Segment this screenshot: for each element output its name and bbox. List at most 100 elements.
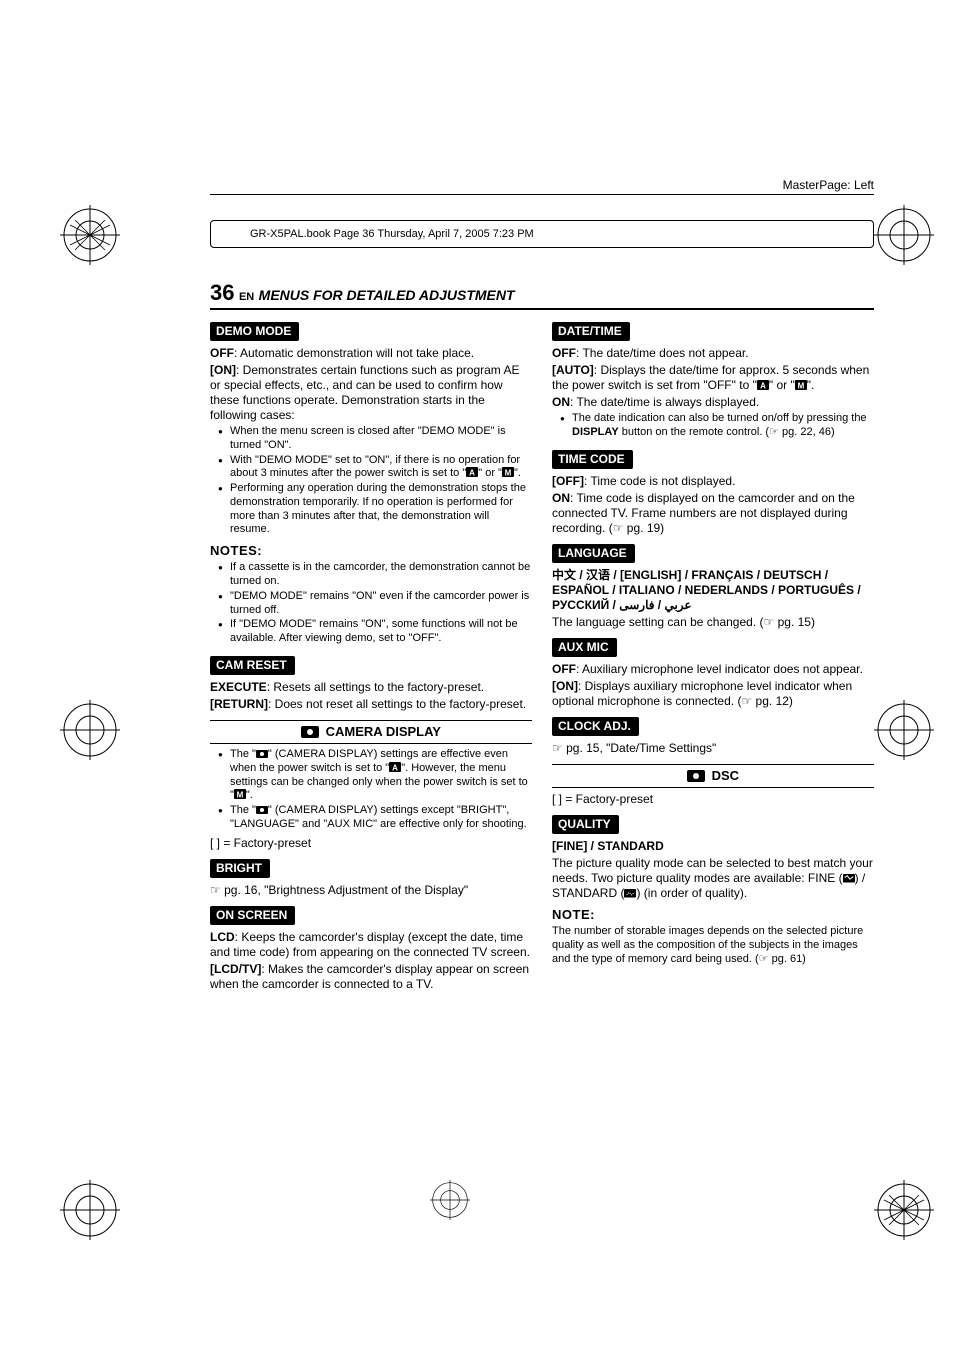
dt-ba: The date indication can also be turned o… [572,412,867,424]
page-lang: EN [239,291,254,303]
regmark-icon [874,700,934,760]
am-on-text: : Displays auxiliary microphone level in… [552,679,852,708]
camera-icon [256,805,268,815]
demo-b2b: " or " [478,467,502,479]
cd-b1d: ". [246,789,253,801]
dt-ref: pg. 22, 46) [779,426,835,438]
tc-off-text: : Time code is not displayed. [584,474,735,488]
bright-body: pg. 16, "Brightness Adjustment of the Di… [221,883,468,897]
demo-note-1: If a cassette is in the camcorder, the d… [222,561,532,589]
quality-heading: QUALITY [552,815,619,834]
dsc-title: DSC [712,768,739,783]
lang-ref: pg. 15) [774,615,815,629]
regmark-icon [874,205,934,265]
am-off-label: OFF [552,662,576,676]
dt-bullet: The date indication can also be turned o… [564,412,874,440]
notes-heading: NOTES: [210,543,532,559]
quality-note-h: NOTE: [552,907,874,923]
demo-b2c: ". [514,467,521,479]
demo-bullet-2: With "DEMO MODE" set to "ON", if there i… [222,454,532,482]
a-icon [389,762,401,772]
ref-icon: ☞ [741,694,752,708]
quality-note: The number of storable images depends on… [552,925,874,966]
dsc-heading: DSC [552,764,874,788]
regmark-icon [60,700,120,760]
am-off-text: : Auxiliary microphone level indicator d… [576,662,863,676]
dt-auto-a: : Displays the date/time for approx. 5 s… [552,363,869,392]
demo-note-2: "DEMO MODE" remains "ON" even if the cam… [222,590,532,618]
regmark-icon [874,1180,934,1240]
a-icon [466,467,478,477]
tc-off-label: [OFF] [552,474,584,488]
language-options: 中文 / 汉语 / [ENGLISH] / FRANÇAIS / DEUTSCH… [552,568,874,613]
camera-icon [301,726,319,738]
clock-text: ☞ pg. 15, "Date/Time Settings" [552,741,874,756]
demo-bullet-1: When the menu screen is closed after "DE… [222,425,532,453]
regmark-icon [430,1180,470,1220]
am-ref: pg. 12) [752,694,793,708]
ref-icon: ☞ [764,615,775,629]
dt-bb: button on the remote control. ( [619,426,769,438]
fine-icon [843,872,855,882]
language-heading: LANGUAGE [552,544,635,563]
bright-text: ☞ pg. 16, "Brightness Adjustment of the … [210,883,532,898]
tc-on-label: ON [552,491,570,505]
timecode-heading: TIME CODE [552,450,633,469]
cam-reset-heading: CAM RESET [210,656,295,675]
bright-heading: BRIGHT [210,859,270,878]
dt-auto-label: [AUTO] [552,363,594,377]
datetime-heading: DATE/TIME [552,322,630,341]
ref-icon: ☞ [759,953,769,965]
right-column: DATE/TIME OFF: The date/time does not ap… [552,316,874,994]
cd-b2a: The " [230,804,256,816]
am-on-label: [ON] [552,679,578,693]
dt-auto-c: ". [807,378,815,392]
return-label: [RETURN] [210,697,268,711]
left-column: DEMO MODE OFF: Automatic demonstration w… [210,316,532,994]
lang-a: 中文 / 汉语 / [552,568,620,582]
lang-text: The language setting can be changed. ( [552,615,764,629]
clock-body: pg. 15, "Date/Time Settings" [563,741,716,755]
camdisp-b1: The "" (CAMERA DISPLAY) settings are eff… [222,748,532,803]
camera-icon [687,770,705,782]
header-rule [210,194,874,195]
demo-mode-heading: DEMO MODE [210,322,299,341]
dsc-fp: [ ] = Factory-preset [552,792,874,807]
dt-off-label: OFF [552,346,576,360]
page-number: 36 [210,280,234,305]
dt-auto-b: " or " [769,378,795,392]
m-icon [795,379,807,389]
dt-on-label: ON [552,395,570,409]
quality-text: The picture quality mode can be selected… [552,856,874,901]
tc-ref: pg. 19) [623,521,664,535]
tc-on-text: : Time code is displayed on the camcorde… [552,491,855,535]
masterpage-label: MasterPage: Left [783,178,874,192]
demo-note-3: If "DEMO MODE" remains "ON", some functi… [222,618,532,646]
lcd-text: : Keeps the camcorder's display (except … [210,930,530,959]
demo-on-text: : Demonstrates certain functions such as… [210,363,519,422]
camera-display-heading: CAMERA DISPLAY [210,720,532,744]
auxmic-heading: AUX MIC [552,638,617,657]
ref-icon: ☞ [613,521,624,535]
exec-text: : Resets all settings to the factory-pre… [267,680,484,694]
demo-bullet-3: Performing any operation during the demo… [222,482,532,537]
lcd-label: LCD [210,930,235,944]
standard-icon [624,887,636,897]
q-ta: The picture quality mode can be selected… [552,856,873,885]
cd-b2b: " (CAMERA DISPLAY) settings except "BRIG… [230,804,527,830]
camdisp-b2: The "" (CAMERA DISPLAY) settings except … [222,804,532,832]
a-icon [757,379,769,389]
page-header: 36 EN MENUS FOR DETAILED ADJUSTMENT [210,280,874,310]
quality-options: [FINE] / STANDARD [552,839,874,854]
camera-icon [256,749,268,759]
cd-b1a: The " [230,748,256,760]
regmark-icon [60,1180,120,1240]
clock-heading: CLOCK ADJ. [552,717,639,736]
q-tc: ) (in order of quality). [636,886,747,900]
ref-icon: ☞ [210,883,221,897]
dt-disp: DISPLAY [572,426,619,438]
book-info: GR-X5PAL.book Page 36 Thursday, April 7,… [250,228,534,240]
ref-icon: ☞ [552,741,563,755]
q-note: The number of storable images depends on… [552,925,863,965]
ref-icon: ☞ [769,426,779,438]
